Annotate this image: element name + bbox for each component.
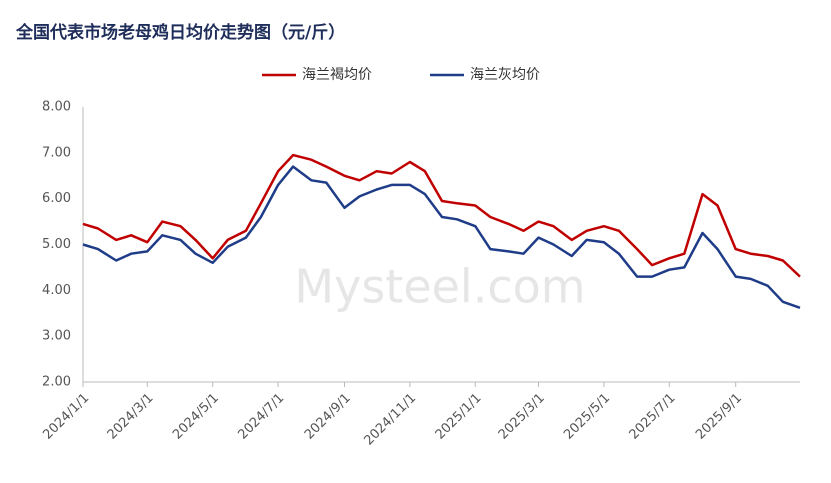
y-tick-label: 7.00: [42, 145, 71, 160]
y-tick-label: 4.00: [42, 283, 71, 298]
chart-title: 全国代表市场老母鸡日均价走势图（元/斤）: [15, 22, 345, 43]
series-line: [82, 165, 801, 309]
x-tick-label: 2025/1/1: [433, 391, 485, 443]
y-tick-label: 8.00: [42, 100, 71, 115]
y-tick-label: 2.00: [42, 375, 71, 390]
x-tick-label: 2024/3/1: [105, 391, 157, 443]
legend-label: 海兰灰均价: [470, 67, 540, 83]
watermark: Mysteel.com: [294, 260, 585, 314]
x-tick-label: 2025/9/1: [693, 391, 745, 443]
x-tick-label: 2025/7/1: [627, 391, 679, 443]
x-tick-label: 2024/11/1: [361, 391, 419, 449]
x-tick-label: 2024/9/1: [302, 391, 354, 443]
x-tick-label: 2025/5/1: [561, 391, 613, 443]
series-line: [82, 153, 801, 278]
x-tick-label: 2024/1/1: [40, 391, 92, 443]
legend-label: 海兰褐均价: [302, 67, 372, 83]
x-tick-label: 2025/3/1: [496, 391, 548, 443]
y-tick-label: 5.00: [42, 237, 71, 252]
y-tick-label: 3.00: [42, 329, 71, 344]
x-tick-label: 2024/5/1: [170, 391, 222, 443]
x-tick-label: 2024/7/1: [235, 391, 287, 443]
y-tick-label: 6.00: [42, 191, 71, 206]
